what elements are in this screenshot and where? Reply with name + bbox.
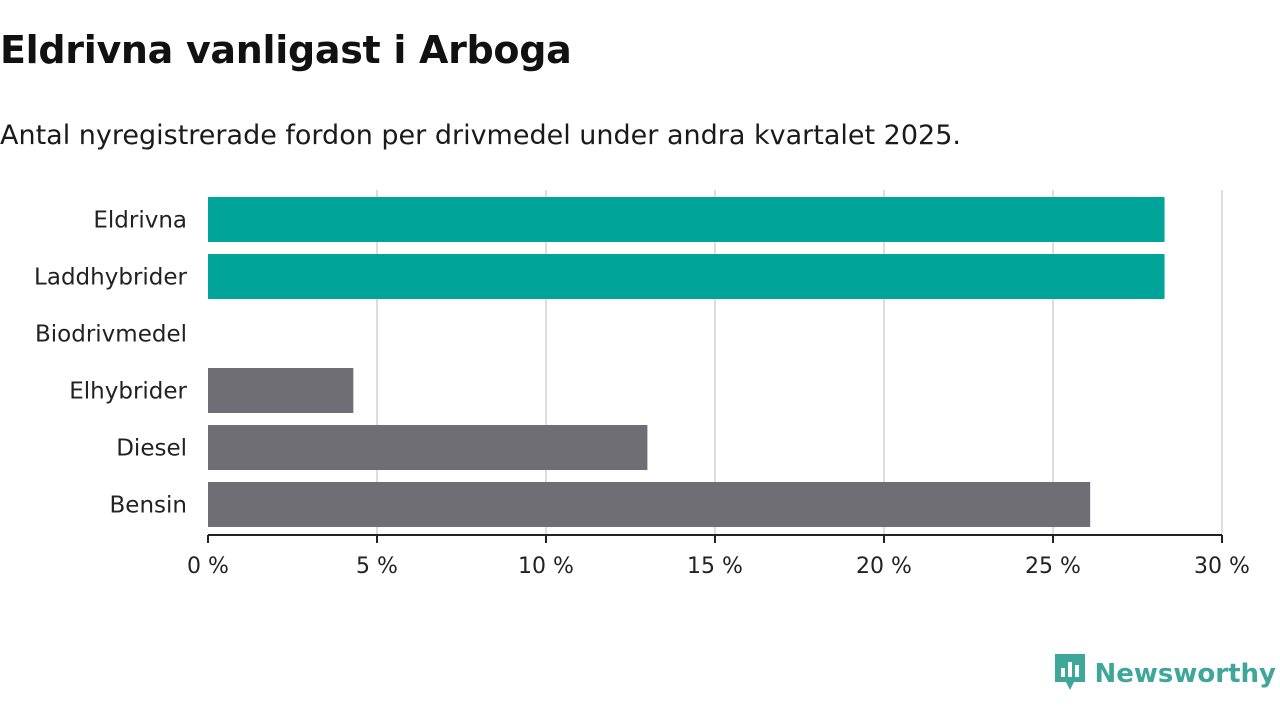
x-axis: 0 % 5 % 10 % 15 % 20 % 25 % 30 %: [187, 534, 1250, 579]
category-label: Eldrivna: [93, 208, 187, 234]
x-tick-label: 10 %: [518, 554, 574, 579]
bar-elhybrider: [208, 368, 354, 413]
category-labels: Eldrivna Laddhybrider Biodrivmedel Elhybrid…: [34, 208, 187, 519]
bar-eldrivna: [208, 197, 1165, 242]
bars: [208, 197, 1165, 527]
chart-subtitle: Antal nyregistrerade fordon per drivmede…: [0, 120, 961, 151]
grid-lines: [376, 190, 1223, 535]
newsworthy-logo: Newsworthy: [1053, 652, 1276, 696]
x-tick-label: 5 %: [356, 554, 398, 579]
brand-name: Newsworthy: [1094, 659, 1276, 689]
x-tick-label: 15 %: [687, 554, 743, 579]
x-tick-label: 20 %: [856, 554, 912, 579]
bar-diesel: [208, 425, 648, 470]
category-label: Diesel: [116, 436, 187, 462]
newsworthy-logo-icon: [1053, 652, 1087, 696]
bar-laddhybrider: [208, 254, 1165, 299]
category-label: Biodrivmedel: [35, 322, 187, 348]
chart-title: Eldrivna vanligast i Arboga: [0, 28, 572, 72]
category-label: Laddhybrider: [34, 265, 187, 291]
bar-bensin: [208, 482, 1091, 527]
x-tick-label: 0 %: [187, 554, 229, 579]
category-label: Bensin: [110, 493, 187, 519]
bar-chart: Eldrivna Laddhybrider Biodrivmedel Elhybrid…: [34, 190, 1250, 579]
x-tick-label: 30 %: [1194, 554, 1250, 579]
x-tick-label: 25 %: [1025, 554, 1081, 579]
category-label: Elhybrider: [69, 379, 187, 405]
